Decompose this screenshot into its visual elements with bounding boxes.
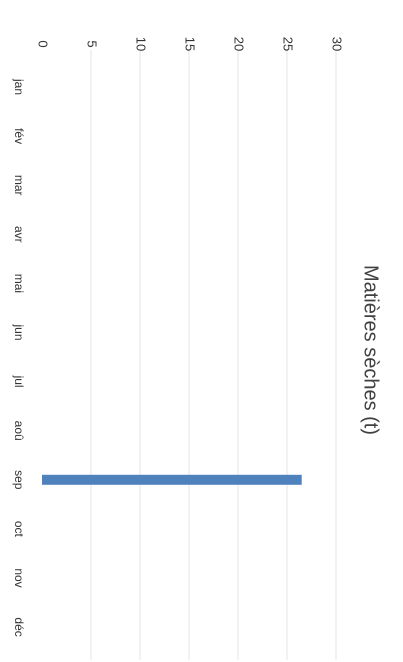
value-tick-label: 20 (232, 37, 247, 51)
value-tick-label: 0 (36, 40, 51, 47)
value-tick-label: 10 (134, 37, 149, 51)
category-label: jan (12, 78, 26, 95)
category-label: fév (12, 128, 26, 144)
category-label: déc (12, 617, 26, 636)
chart-title: Matières sèches (t) (360, 265, 382, 435)
value-tick-label: 30 (330, 37, 345, 51)
category-label: mar (12, 175, 26, 196)
category-label: jun (12, 323, 26, 340)
value-tick-label: 15 (183, 37, 198, 51)
category-label: oct (12, 521, 26, 538)
category-label: nov (12, 568, 26, 587)
bars (42, 474, 302, 485)
value-axis-ticks: 0 5 10 15 20 25 30 (36, 37, 345, 51)
gridlines (90, 50, 337, 660)
category-label: sep (12, 470, 26, 490)
category-axis-labels: jan fév mar avr mai jun jul aoû sep oct nov déc (12, 78, 26, 637)
category-label: jul (12, 375, 26, 388)
category-label: aoû (12, 421, 26, 441)
category-label: mai (12, 274, 26, 293)
value-tick-label: 25 (281, 37, 296, 51)
value-tick-label: 5 (85, 40, 100, 47)
category-label: avr (12, 226, 26, 243)
bar (42, 474, 302, 485)
